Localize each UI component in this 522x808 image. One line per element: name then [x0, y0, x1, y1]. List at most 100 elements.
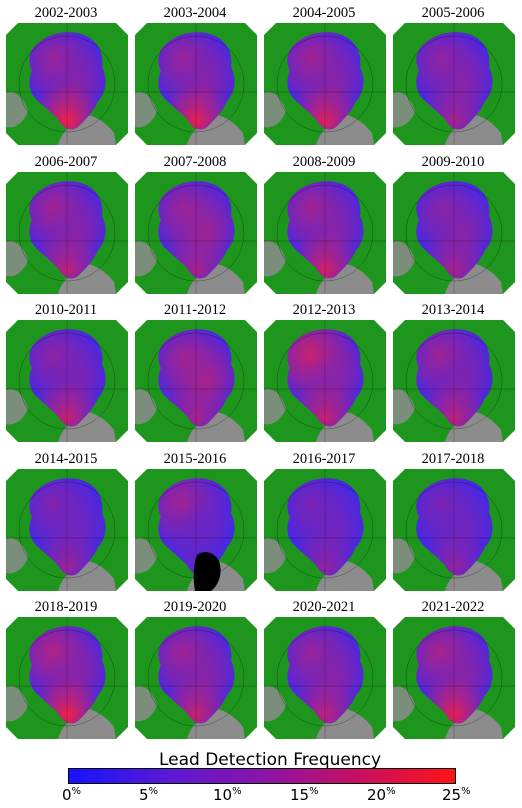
ocean: [393, 389, 415, 425]
ocean: [393, 240, 415, 276]
panel-2005-2006: 2005-2006: [391, 4, 515, 148]
panel-title: 2002-2003: [34, 5, 98, 21]
panel-2019-2020: 2019-2020: [133, 598, 257, 742]
panel-title: 2018-2019: [34, 599, 98, 615]
ocean: [6, 240, 28, 276]
arctic-map: [264, 617, 386, 739]
panel-title: 2004-2005: [292, 5, 356, 21]
no-data-region: [193, 551, 221, 591]
panel-title: 2010-2011: [34, 302, 98, 318]
panel-title: 2014-2015: [34, 450, 98, 467]
arctic-map: [135, 468, 257, 591]
panel-2011-2012: 2011-2012: [133, 301, 257, 445]
ocean: [135, 389, 157, 425]
ocean: [445, 412, 503, 442]
ocean: [135, 240, 157, 276]
ocean: [264, 537, 286, 573]
arctic-map: [393, 171, 515, 294]
arctic-map: [135, 171, 257, 294]
ocean: [58, 560, 116, 591]
panel-title: 2005-2006: [421, 5, 485, 21]
ocean: [316, 560, 374, 591]
tick-25: 25%: [442, 786, 471, 804]
ocean: [445, 709, 503, 739]
panel-2017-2018: 2017-2018: [391, 450, 515, 594]
ocean: [58, 263, 116, 294]
arctic-map: [264, 23, 386, 145]
panel-2016-2017: 2016-2017: [262, 450, 386, 594]
ocean: [6, 389, 28, 425]
panel-2013-2014: 2013-2014: [391, 301, 515, 445]
panel-title: 2006-2007: [34, 153, 98, 170]
arctic-map: [393, 320, 515, 442]
ocean: [6, 92, 28, 128]
lead-frequency-panel-grid: 2002-2003 2003-2004 2004-2005 2005-2006 2006…: [4, 4, 518, 745]
arctic-map: [135, 617, 257, 739]
panel-2008-2009: 2008-2009: [262, 153, 386, 297]
panel-2003-2004: 2003-2004: [133, 4, 257, 148]
panel-2004-2005: 2004-2005: [262, 4, 386, 148]
ocean: [393, 92, 415, 128]
arctic-map: [135, 320, 257, 442]
panel-2010-2011: 2010-2011: [4, 301, 128, 445]
ocean: [58, 115, 116, 145]
panel-title: 2013-2014: [421, 302, 485, 318]
ocean: [445, 263, 503, 294]
panel-title: 2009-2010: [421, 153, 485, 170]
colorbar: [68, 768, 456, 784]
arctic-map: [393, 23, 515, 145]
arctic-map: [6, 23, 128, 145]
ocean: [58, 412, 116, 442]
tick-10: 10%: [213, 786, 242, 804]
tick-5: 5%: [139, 786, 159, 804]
panel-title: 2003-2004: [163, 5, 227, 21]
arctic-map: [6, 468, 128, 591]
panel-title: 2020-2021: [292, 599, 356, 615]
legend-title: Lead Detection Frequency: [158, 750, 382, 770]
panel-title: 2007-2008: [163, 153, 227, 170]
ocean: [264, 686, 286, 722]
panel-title: 2015-2016: [163, 450, 227, 467]
ocean: [316, 263, 374, 294]
ocean: [187, 115, 245, 145]
ocean: [187, 412, 245, 442]
arctic-map: [6, 320, 128, 442]
ocean: [445, 115, 503, 145]
panel-2014-2015: 2014-2015: [4, 450, 128, 594]
ocean: [187, 709, 245, 739]
ocean: [393, 537, 415, 573]
panel-2002-2003: 2002-2003: [4, 4, 128, 148]
arctic-map: [135, 23, 257, 145]
ocean: [187, 263, 245, 294]
panel-title: 2008-2009: [292, 153, 356, 170]
arctic-map: [264, 171, 386, 294]
arctic-map: [393, 468, 515, 591]
ocean: [445, 560, 503, 591]
panel-title: 2016-2017: [292, 450, 356, 467]
panel-2007-2008: 2007-2008: [133, 153, 257, 297]
ocean: [135, 92, 157, 128]
ocean: [6, 686, 28, 722]
ocean: [264, 389, 286, 425]
ocean: [58, 709, 116, 739]
arctic-map: [6, 171, 128, 294]
arctic-map: [6, 617, 128, 739]
ocean: [135, 537, 157, 573]
panel-2018-2019: 2018-2019: [4, 598, 128, 742]
panel-2012-2013: 2012-2013: [262, 301, 386, 445]
panel-title: 2011-2012: [163, 302, 227, 318]
ocean: [393, 686, 415, 722]
ocean: [316, 412, 374, 442]
ocean: [6, 537, 28, 573]
tick-15: 15%: [290, 786, 319, 804]
panel-title: 2017-2018: [421, 450, 485, 467]
tick-20: 20%: [367, 786, 396, 804]
panel-title: 2019-2020: [163, 599, 227, 615]
ocean: [316, 115, 374, 145]
panel-2021-2022: 2021-2022: [391, 598, 515, 742]
ocean: [316, 709, 374, 739]
ocean: [135, 686, 157, 722]
panel-2009-2010: 2009-2010: [391, 153, 515, 297]
ocean: [264, 240, 286, 276]
arctic-map: [264, 320, 386, 442]
